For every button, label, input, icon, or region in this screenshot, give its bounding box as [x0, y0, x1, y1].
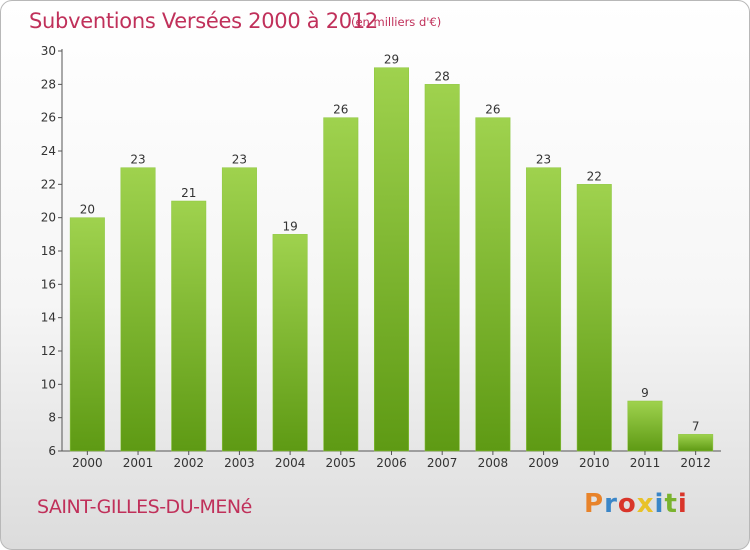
logo-letter: o	[617, 489, 637, 519]
bar-value-label: 26	[333, 103, 348, 117]
y-tick-label: 22	[41, 177, 56, 191]
x-tick-label: 2010	[579, 456, 610, 470]
y-tick-label: 20	[41, 211, 56, 225]
logo-letter: r	[604, 489, 618, 519]
x-tick-label: 2007	[427, 456, 458, 470]
logo-letter: i	[654, 489, 665, 519]
bar-value-label: 7	[692, 419, 700, 433]
y-tick-label: 16	[41, 277, 56, 291]
commune-name: SAINT-GILLES-DU-MENé	[37, 496, 252, 518]
logo-letter: t	[664, 489, 678, 519]
y-tick-label: 26	[41, 111, 56, 125]
bar-value-label: 23	[536, 153, 551, 167]
x-tick-label: 2000	[72, 456, 103, 470]
bar	[678, 434, 714, 452]
bar-value-label: 23	[232, 153, 247, 167]
y-tick-label: 12	[41, 344, 56, 358]
bar	[221, 167, 257, 452]
logo-letter: P	[584, 489, 605, 519]
bar	[576, 184, 612, 452]
y-tick-label: 24	[41, 144, 56, 158]
bar	[272, 234, 308, 452]
proxiti-logo: Proxiti	[584, 489, 688, 519]
bar	[475, 117, 511, 452]
bar	[69, 217, 105, 452]
bar	[627, 400, 663, 452]
x-tick-label: 2001	[123, 456, 154, 470]
x-tick-label: 2003	[224, 456, 255, 470]
bar-value-label: 26	[485, 103, 500, 117]
logo-letter: i	[677, 489, 688, 519]
bar-value-label: 21	[181, 186, 196, 200]
x-tick-label: 2005	[326, 456, 357, 470]
x-tick-label: 2006	[376, 456, 407, 470]
chart-title: Subventions Versées 2000 à 2012	[29, 9, 378, 33]
bar-value-label: 19	[282, 219, 297, 233]
bar-value-label: 20	[80, 203, 95, 217]
bar	[171, 200, 207, 452]
y-tick-label: 30	[41, 44, 56, 58]
y-tick-label: 10	[41, 377, 56, 391]
y-tick-label: 18	[41, 244, 56, 258]
bar-value-label: 9	[641, 386, 649, 400]
x-tick-label: 2002	[173, 456, 204, 470]
bar	[323, 117, 359, 452]
bar-value-label: 22	[587, 169, 602, 183]
x-tick-label: 2011	[630, 456, 661, 470]
x-tick-label: 2009	[528, 456, 559, 470]
bar	[374, 67, 409, 452]
bar-value-label: 23	[130, 153, 145, 167]
bar	[526, 167, 562, 452]
logo-letter: x	[636, 489, 655, 519]
y-tick-label: 14	[41, 311, 56, 325]
bar-value-label: 28	[435, 69, 450, 83]
y-tick-label: 8	[48, 411, 56, 425]
chart-subtitle: (en milliers d'€)	[351, 15, 442, 29]
x-tick-label: 2004	[275, 456, 306, 470]
bar	[424, 84, 460, 452]
y-tick-label: 6	[48, 444, 56, 458]
y-tick-label: 28	[41, 77, 56, 91]
bar-value-label: 29	[384, 53, 399, 67]
x-tick-label: 2012	[680, 456, 711, 470]
x-tick-label: 2008	[478, 456, 509, 470]
bar	[120, 167, 156, 452]
